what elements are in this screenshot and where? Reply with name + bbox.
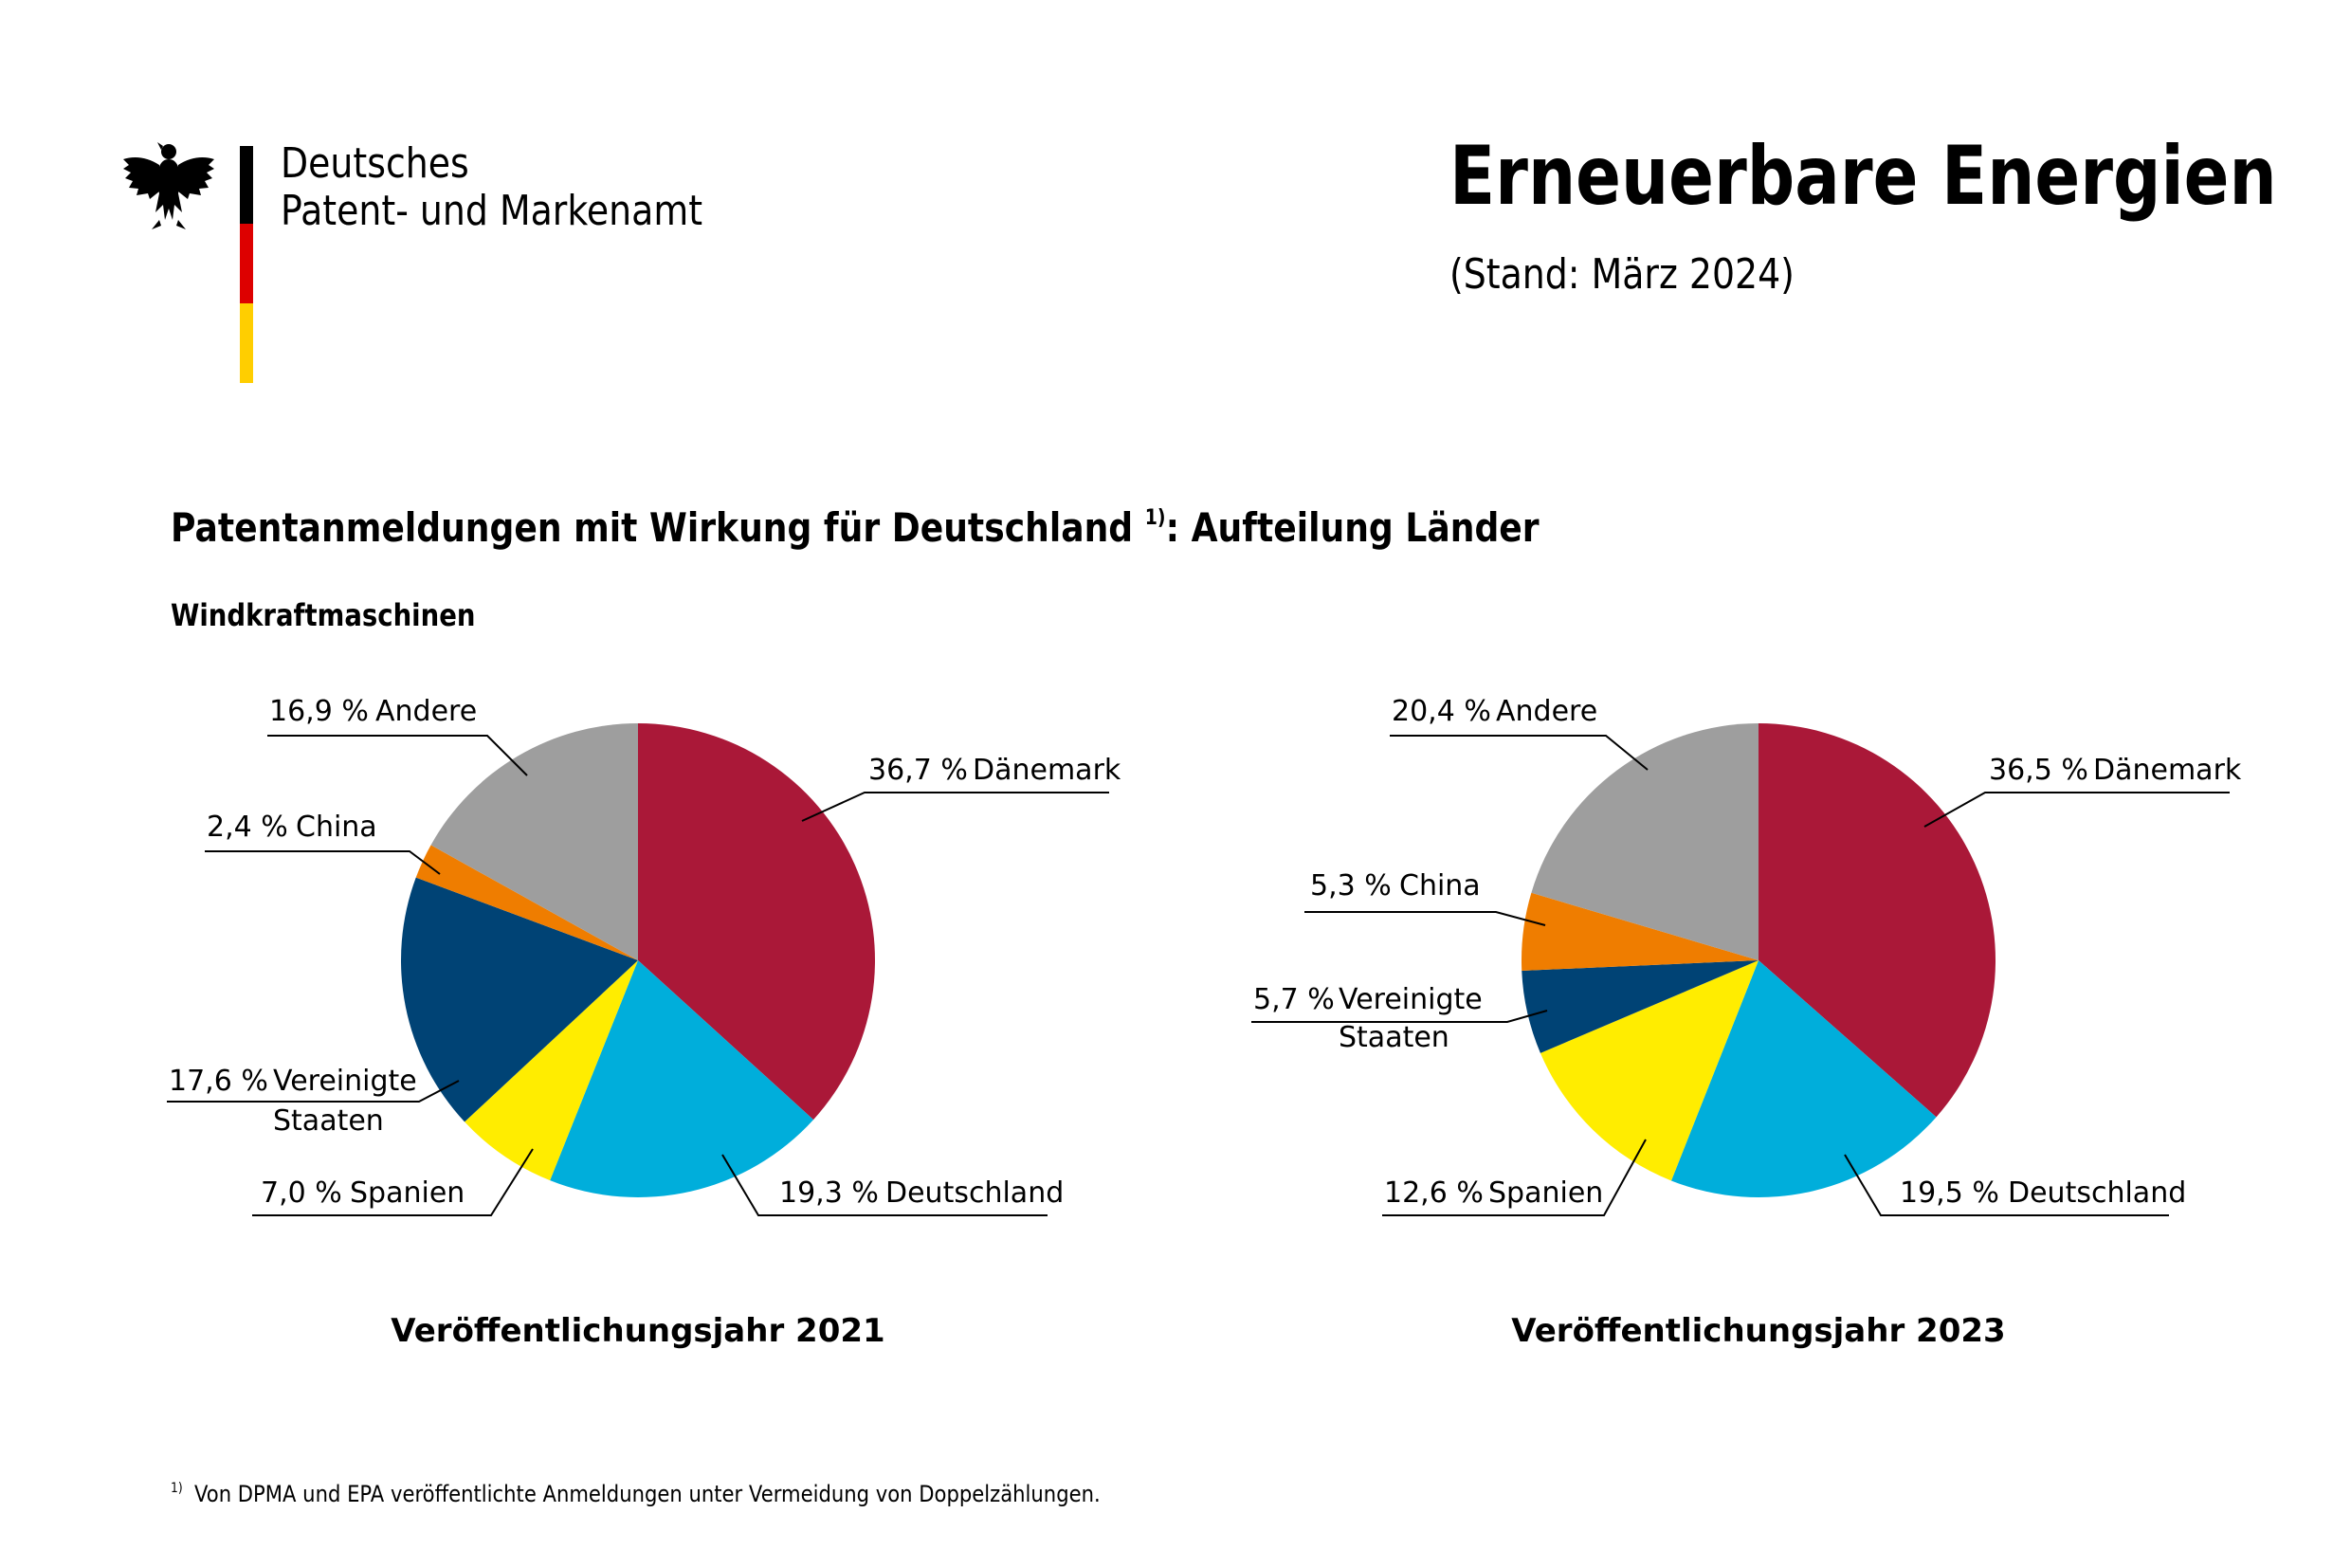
footnote-text: Von DPMA und EPA veröffentlichte Anmeldu… (194, 1481, 1101, 1507)
pie1-value-label-vereinigte-staaten: 17,6 % (169, 1065, 268, 1098)
pie2-category-label-andere: Andere (1496, 695, 1597, 728)
pie1-value-label-deutschland: 19,3 % (779, 1176, 879, 1210)
pie1-category-label-andere: Andere (375, 695, 477, 728)
pie2-value-label-deutschland: 19,5 % (1900, 1176, 1999, 1210)
pie2-category-label-deutschland: Deutschland (2008, 1176, 2186, 1210)
footnote: 1) Von DPMA und EPA veröffentlichte Anmel… (171, 1481, 1101, 1507)
pie1-value-label-china: 2,4 % (207, 811, 288, 844)
pie2-value-label-daenemark: 36,5 % (1989, 754, 2088, 787)
pie2-category-label-vereinigte-staaten: Vereinigte (1339, 983, 1483, 1016)
pie2-category-label-spanien: Spanien (1488, 1176, 1603, 1210)
pie2-category-label-china: China (1399, 869, 1481, 903)
pie1-category-label-vereinigte-staaten-line2: Staaten (273, 1104, 384, 1138)
pie1-category-label-daenemark: Dänemark (973, 754, 1121, 787)
pie2-value-label-vereinigte-staaten: 5,7 % (1253, 983, 1335, 1016)
pie1-value-label-daenemark: 36,7 % (868, 754, 968, 787)
pie-charts: 36,7 %Dänemark19,3 %Deutschland7,0 %Span… (0, 0, 2351, 1568)
pie2-value-label-china: 5,3 % (1310, 869, 1392, 903)
footnote-marker: 1) (171, 1481, 183, 1496)
pie2-value-label-spanien: 12,6 % (1384, 1176, 1484, 1210)
pie1-leader-line-daenemark (802, 793, 1109, 821)
pie1-leader-line-china (205, 851, 440, 874)
pie1-category-label-china: China (296, 811, 377, 844)
pie2-leader-line-china (1304, 912, 1545, 925)
pie1-category-label-deutschland: Deutschland (885, 1176, 1064, 1210)
pie2-category-label-vereinigte-staaten-line2: Staaten (1339, 1021, 1449, 1054)
pie1-value-label-spanien: 7,0 % (261, 1176, 342, 1210)
pie1-category-label-spanien: Spanien (350, 1176, 465, 1210)
pie1-leader-line-andere (267, 736, 527, 775)
pie1-title: Veröffentlichungsjahr 2021 (391, 1312, 884, 1350)
pie2-value-label-andere: 20,4 % (1392, 695, 1491, 728)
pie2-title: Veröffentlichungsjahr 2023 (1511, 1312, 2005, 1350)
pie2-category-label-daenemark: Dänemark (2093, 754, 2242, 787)
pie1-category-label-vereinigte-staaten: Vereinigte (273, 1065, 417, 1098)
pie2-leader-line-andere (1390, 736, 1648, 770)
pie2-leader-line-daenemark (1924, 793, 2230, 827)
pie1-value-label-andere: 16,9 % (269, 695, 369, 728)
